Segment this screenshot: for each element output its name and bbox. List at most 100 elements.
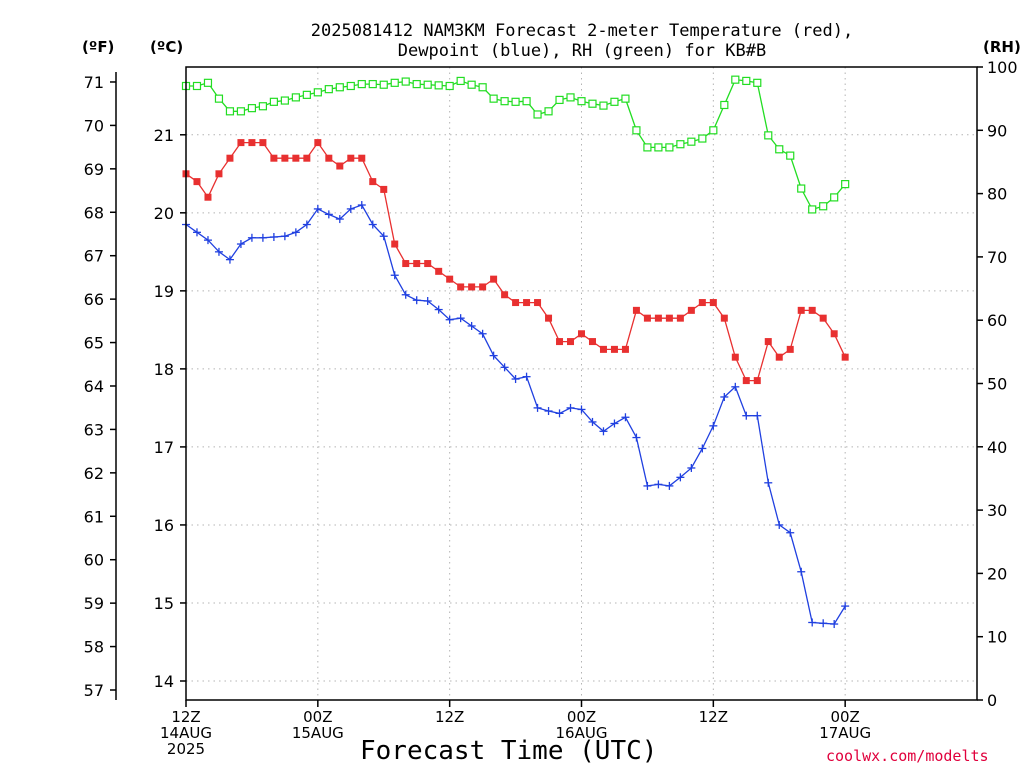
temperature-point — [709, 299, 717, 307]
rh-point — [324, 85, 333, 94]
dewpoint-point — [192, 228, 201, 237]
series-dewpoint — [182, 201, 850, 629]
rh-tick-label: 30 — [987, 501, 1007, 520]
dewpoint-point — [654, 480, 663, 489]
rh-tick-label: 100 — [987, 58, 1018, 77]
dewpoint-point — [423, 296, 432, 305]
rh-point — [434, 81, 443, 90]
x-tick-label: 15AUG — [292, 724, 344, 742]
dewpoint-point — [379, 232, 388, 241]
temperature-point — [413, 260, 421, 268]
temperature-point — [742, 377, 750, 385]
rh-point — [313, 88, 322, 97]
rh-tick-label: 70 — [987, 248, 1007, 267]
dewpoint-point — [610, 419, 619, 428]
rh-point — [368, 79, 377, 89]
rh-point — [841, 180, 850, 189]
dewpoint-point — [775, 520, 784, 529]
temperature-point — [259, 139, 267, 147]
temperature-point — [830, 330, 838, 338]
rh-point — [676, 140, 685, 149]
temperature-point — [665, 314, 673, 322]
fahrenheit-tick-label: 57 — [84, 681, 104, 700]
dewpoint-point — [687, 463, 696, 472]
dewpoint-point — [412, 296, 421, 305]
rh-point — [764, 131, 773, 140]
dewpoint-point — [676, 473, 685, 482]
temperature-point — [534, 299, 542, 307]
fahrenheit-tick-label: 66 — [84, 290, 104, 309]
temperature-point — [325, 154, 333, 162]
celsius-tick-label: 16 — [154, 516, 174, 535]
rh-point — [533, 110, 542, 119]
rh-point — [753, 78, 762, 87]
dewpoint-point — [786, 528, 795, 537]
fahrenheit-tick-label: 62 — [84, 464, 104, 483]
rh-point — [621, 94, 630, 103]
temperature-point — [248, 139, 256, 147]
dewpoint-point — [522, 372, 531, 381]
rh-point — [819, 202, 828, 211]
x-tick-label: 00Z — [303, 708, 332, 726]
temperature-point — [720, 314, 728, 322]
grid-lines — [186, 67, 977, 700]
fahrenheit-tick-label: 65 — [84, 334, 104, 353]
dewpoint-point — [225, 255, 234, 264]
rh-tick-label: 0 — [987, 691, 997, 710]
rh-point — [808, 205, 817, 214]
temperature-point — [380, 185, 388, 193]
dewpoint-point — [236, 240, 245, 249]
temperature-point — [698, 299, 706, 307]
rh-point — [203, 78, 213, 87]
rh-point — [445, 81, 454, 91]
rh-point — [357, 79, 366, 89]
rh-point — [412, 79, 421, 89]
fahrenheit-tick-label: 69 — [84, 160, 104, 179]
temperature-point — [424, 260, 432, 268]
rh-point — [599, 101, 608, 110]
rh-point — [269, 97, 278, 106]
rh-point — [214, 94, 224, 103]
dewpoint-point — [434, 305, 443, 314]
x-tick-label: 2025 — [167, 740, 205, 758]
temperature-point — [578, 330, 585, 338]
dewpoint-point — [280, 232, 289, 241]
temperature-point — [490, 275, 498, 283]
fahrenheit-tick-label: 67 — [84, 247, 104, 266]
temperature-point — [797, 306, 805, 314]
temperature-point — [369, 178, 377, 186]
dewpoint-point — [830, 620, 839, 629]
dewpoint-point — [720, 392, 729, 401]
temperature-point — [731, 353, 739, 361]
dewpoint-point — [346, 204, 355, 213]
rh-point — [346, 81, 355, 91]
temperature-point — [303, 154, 311, 162]
rh-tick-label: 80 — [987, 185, 1007, 204]
dewpoint-point — [511, 375, 520, 384]
dewpoint-point — [555, 409, 564, 418]
rh-point — [423, 80, 432, 89]
rh-point — [555, 95, 564, 105]
x-tick-label: 12Z — [435, 708, 464, 726]
rh-point — [566, 93, 575, 102]
celsius-axis-label: (ºC) — [150, 38, 183, 56]
temperature-point — [687, 306, 695, 314]
temperature-point — [402, 260, 410, 268]
dewpoint-point — [753, 411, 762, 420]
dewpoint-point — [247, 233, 256, 242]
temperature-point — [775, 353, 783, 361]
rh-point — [478, 83, 487, 92]
dewpoint-point — [313, 204, 322, 213]
rh-tick-label: 20 — [987, 564, 1007, 583]
dewpoint-point — [302, 220, 311, 229]
rh-point — [500, 97, 509, 106]
fahrenheit-tick-label: 59 — [84, 594, 104, 613]
x-axis-title: Forecast Time (UTC) — [360, 736, 657, 766]
series-temperature — [182, 139, 849, 385]
dewpoint-point — [445, 315, 454, 324]
rh-point — [522, 97, 531, 106]
dewpoint-point — [500, 363, 509, 372]
temperature-point — [281, 154, 289, 162]
temperature-point — [753, 377, 761, 385]
celsius-tick-label: 19 — [154, 282, 174, 301]
